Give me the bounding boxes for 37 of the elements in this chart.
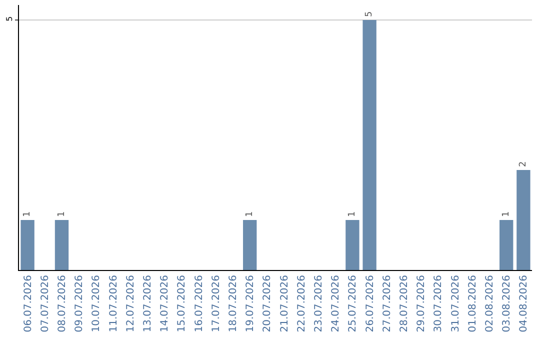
- x-tick-label: 08.07.2026: [57, 275, 68, 332]
- x-tick-label: 15.07.2026: [176, 275, 188, 332]
- x-tick-label: 25.07.2026: [348, 275, 359, 332]
- x-tick-label: 19.07.2026: [245, 275, 256, 332]
- x-tick-label: 24.07.2026: [330, 275, 342, 332]
- x-tick-label: 17.07.2026: [210, 275, 222, 332]
- x-tick-label: 12.07.2026: [125, 275, 136, 332]
- x-tick-label: 02.08.2026: [484, 275, 496, 332]
- x-tick-label: 23.07.2026: [314, 275, 324, 332]
- data-label: 2: [518, 161, 528, 167]
- x-tick-label: 29.07.2026: [416, 275, 428, 332]
- x-tick-label: 03.08.2026: [502, 275, 513, 332]
- data-label: 1: [56, 211, 67, 217]
- x-tick-label: 09.07.2026: [74, 275, 86, 332]
- x-tick-label: 11.07.2026: [108, 275, 120, 332]
- x-tick-label: 07.07.2026: [40, 275, 51, 332]
- x-tick-label: 06.07.2026: [22, 275, 34, 332]
- x-tick-label: 21.07.2026: [279, 275, 290, 332]
- x-tick-label: 18.07.2026: [228, 275, 239, 332]
- x-tick-label: 31.07.2026: [450, 275, 462, 332]
- x-tick-label: 20.07.2026: [262, 275, 274, 332]
- x-tick-label: 10.07.2026: [91, 275, 102, 332]
- x-tick-label: 16.07.2026: [194, 275, 205, 332]
- data-label: 1: [244, 211, 255, 217]
- data-label: 5: [364, 11, 375, 17]
- data-label: 1: [501, 211, 512, 217]
- data-label: 1: [347, 211, 358, 217]
- data-label: 1: [22, 211, 33, 217]
- x-tick-label: 26.07.2026: [364, 275, 376, 332]
- x-tick-label: 30.07.2026: [433, 275, 444, 332]
- x-tick-label: 28.07.2026: [399, 275, 410, 332]
- x-tick-label: 22.07.2026: [296, 275, 308, 332]
- x-tick-label: 14.07.2026: [160, 275, 171, 332]
- x-tick-label: 27.07.2026: [382, 275, 393, 332]
- x-tick-label: 01.08.2026: [467, 275, 478, 332]
- x-tick-label: 04.08.2026: [518, 275, 530, 332]
- x-tick-label: 13.07.2026: [142, 275, 154, 332]
